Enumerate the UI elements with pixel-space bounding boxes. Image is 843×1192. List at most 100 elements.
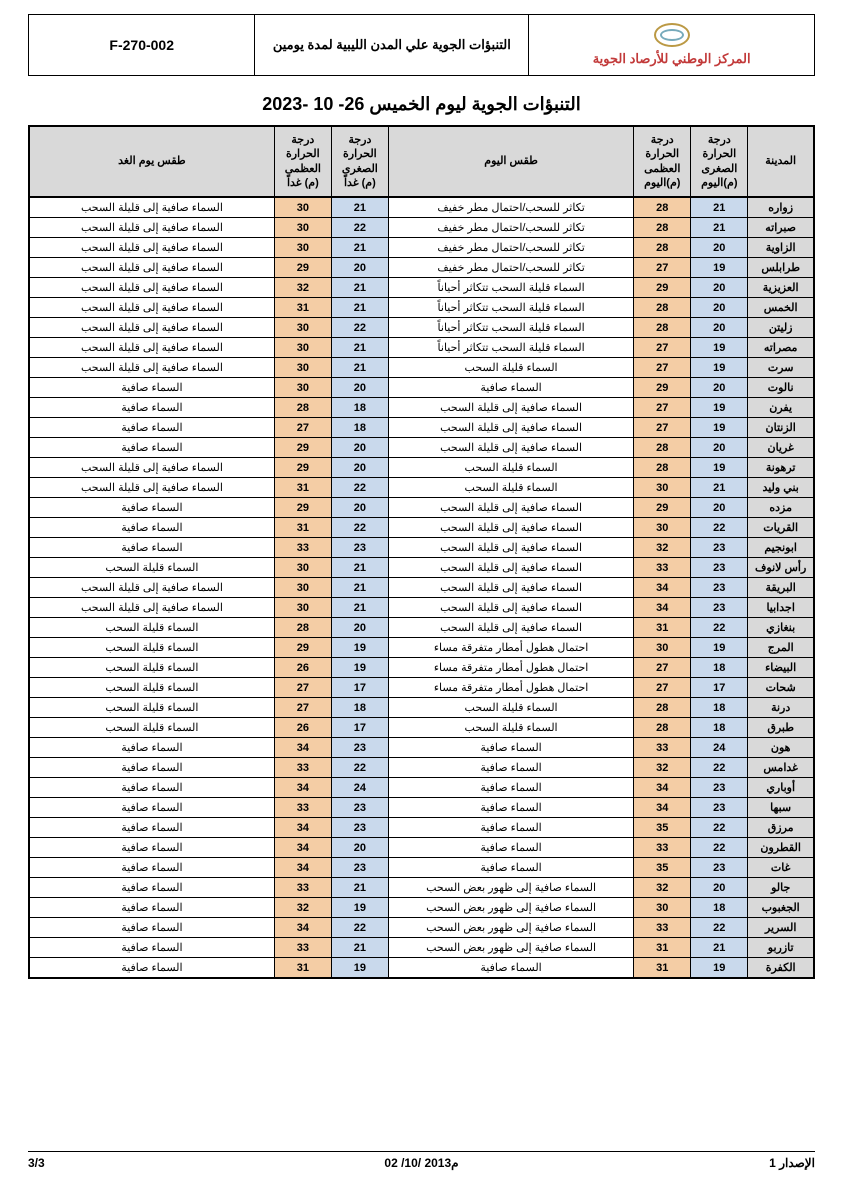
cell-tmax-tmrw: 29 <box>274 438 331 458</box>
table-row: الخمس2028السماء قليلة السحب تتكاثر أحيان… <box>29 298 814 318</box>
table-row: زواره2128تكاثر للسحب/احتمال مطر خفيف2130… <box>29 197 814 218</box>
cell-city: زواره <box>748 197 814 218</box>
table-row: مرزق2235السماء صافية2334السماء صافية <box>29 818 814 838</box>
cell-tmax-today: 28 <box>634 298 691 318</box>
logo-icon <box>654 23 690 47</box>
cell-tmax-tmrw: 31 <box>274 478 331 498</box>
table-row: المرج1930احتمال هطول أمطار متفرقة مساء19… <box>29 638 814 658</box>
col-tmax-today: درجة الحرارة العظمى (م)اليوم <box>634 126 691 197</box>
table-row: اجدابيا2334السماء صافية إلى قليلة السحب2… <box>29 598 814 618</box>
cell-city: شحات <box>748 678 814 698</box>
cell-wx-tmrw: السماء صافية <box>29 818 274 838</box>
cell-tmax-tmrw: 28 <box>274 398 331 418</box>
cell-wx-today: السماء صافية إلى ظهور بعض السحب <box>388 898 633 918</box>
cell-city: الخمس <box>748 298 814 318</box>
cell-tmin-tmrw: 21 <box>331 358 388 378</box>
table-row: بنغازي2231السماء صافية إلى قليلة السحب20… <box>29 618 814 638</box>
table-row: رأس لانوف2333السماء صافية إلى قليلة السح… <box>29 558 814 578</box>
cell-tmin-tmrw: 21 <box>331 938 388 958</box>
cell-city: سرت <box>748 358 814 378</box>
cell-tmax-today: 30 <box>634 638 691 658</box>
cell-wx-today: السماء صافية <box>388 958 633 979</box>
forecast-table: المدينة درجة الحرارة الصغرى (م)اليوم درج… <box>28 125 815 979</box>
cell-tmax-tmrw: 30 <box>274 318 331 338</box>
cell-wx-tmrw: السماء صافية إلى قليلة السحب <box>29 578 274 598</box>
cell-wx-tmrw: السماء صافية إلى قليلة السحب <box>29 258 274 278</box>
doc-title: التنبؤات الجوية علي المدن الليبية لمدة ي… <box>273 37 511 53</box>
cell-wx-today: السماء صافية إلى قليلة السحب <box>388 538 633 558</box>
cell-wx-today: السماء صافية إلى قليلة السحب <box>388 518 633 538</box>
cell-tmax-today: 30 <box>634 518 691 538</box>
cell-tmax-tmrw: 26 <box>274 658 331 678</box>
cell-tmax-tmrw: 27 <box>274 698 331 718</box>
cell-tmax-tmrw: 30 <box>274 338 331 358</box>
cell-tmax-today: 33 <box>634 918 691 938</box>
cell-tmin-today: 20 <box>691 878 748 898</box>
cell-tmin-tmrw: 23 <box>331 738 388 758</box>
cell-tmin-today: 23 <box>691 578 748 598</box>
cell-tmin-today: 21 <box>691 197 748 218</box>
cell-wx-tmrw: السماء صافية <box>29 778 274 798</box>
cell-tmin-today: 18 <box>691 718 748 738</box>
page-title: التنبؤات الجوية ليوم الخميس 26- 10 -2023 <box>28 94 815 115</box>
table-row: البيضاء1827احتمال هطول أمطار متفرقة مساء… <box>29 658 814 678</box>
cell-tmin-today: 23 <box>691 778 748 798</box>
cell-wx-today: السماء صافية إلى قليلة السحب <box>388 618 633 638</box>
cell-tmin-today: 17 <box>691 678 748 698</box>
cell-tmax-tmrw: 29 <box>274 258 331 278</box>
cell-tmax-tmrw: 30 <box>274 238 331 258</box>
cell-tmin-today: 23 <box>691 558 748 578</box>
cell-tmin-tmrw: 23 <box>331 858 388 878</box>
cell-wx-today: السماء قليلة السحب تتكاثر أحياناً <box>388 338 633 358</box>
cell-tmax-tmrw: 33 <box>274 938 331 958</box>
cell-tmin-tmrw: 22 <box>331 318 388 338</box>
cell-tmax-tmrw: 34 <box>274 818 331 838</box>
org-name: المركز الوطني للأرصاد الجوية <box>593 51 751 67</box>
cell-wx-today: السماء صافية إلى قليلة السحب <box>388 398 633 418</box>
cell-tmax-tmrw: 27 <box>274 418 331 438</box>
cell-city: طبرق <box>748 718 814 738</box>
cell-city: ترهونة <box>748 458 814 478</box>
cell-wx-tmrw: السماء قليلة السحب <box>29 618 274 638</box>
cell-wx-today: السماء قليلة السحب <box>388 358 633 378</box>
cell-wx-today: السماء قليلة السحب <box>388 458 633 478</box>
cell-tmin-today: 22 <box>691 758 748 778</box>
cell-tmax-today: 34 <box>634 598 691 618</box>
cell-wx-today: السماء صافية إلى قليلة السحب <box>388 438 633 458</box>
cell-tmax-today: 27 <box>634 398 691 418</box>
table-row: جالو2032السماء صافية إلى ظهور بعض السحب2… <box>29 878 814 898</box>
cell-city: نالوت <box>748 378 814 398</box>
cell-tmax-today: 34 <box>634 778 691 798</box>
cell-wx-today: السماء قليلة السحب تتكاثر أحياناً <box>388 278 633 298</box>
cell-city: جالو <box>748 878 814 898</box>
cell-wx-tmrw: السماء صافية <box>29 498 274 518</box>
cell-tmin-tmrw: 21 <box>331 578 388 598</box>
cell-city: البيضاء <box>748 658 814 678</box>
cell-wx-tmrw: السماء صافية <box>29 418 274 438</box>
cell-tmin-tmrw: 20 <box>331 618 388 638</box>
cell-tmax-today: 28 <box>634 197 691 218</box>
table-row: الزنتان1927السماء صافية إلى قليلة السحب1… <box>29 418 814 438</box>
cell-tmin-tmrw: 21 <box>331 558 388 578</box>
cell-tmax-today: 29 <box>634 498 691 518</box>
cell-tmin-today: 19 <box>691 638 748 658</box>
cell-wx-today: السماء صافية إلى قليلة السحب <box>388 498 633 518</box>
cell-wx-today: السماء صافية <box>388 818 633 838</box>
cell-tmin-today: 21 <box>691 478 748 498</box>
cell-city: غدامس <box>748 758 814 778</box>
cell-wx-today: احتمال هطول أمطار متفرقة مساء <box>388 678 633 698</box>
cell-tmax-tmrw: 33 <box>274 878 331 898</box>
col-tmin-today: درجة الحرارة الصغرى (م)اليوم <box>691 126 748 197</box>
cell-tmax-tmrw: 32 <box>274 898 331 918</box>
cell-wx-tmrw: السماء صافية إلى قليلة السحب <box>29 278 274 298</box>
cell-wx-today: تكاثر للسحب/احتمال مطر خفيف <box>388 258 633 278</box>
cell-city: السرير <box>748 918 814 938</box>
cell-tmax-tmrw: 31 <box>274 298 331 318</box>
cell-wx-today: السماء قليلة السحب <box>388 718 633 738</box>
cell-tmin-tmrw: 21 <box>331 238 388 258</box>
cell-tmax-today: 28 <box>634 318 691 338</box>
cell-tmax-today: 27 <box>634 658 691 678</box>
cell-tmin-tmrw: 20 <box>331 258 388 278</box>
cell-wx-tmrw: السماء صافية إلى قليلة السحب <box>29 298 274 318</box>
cell-wx-tmrw: السماء صافية <box>29 878 274 898</box>
